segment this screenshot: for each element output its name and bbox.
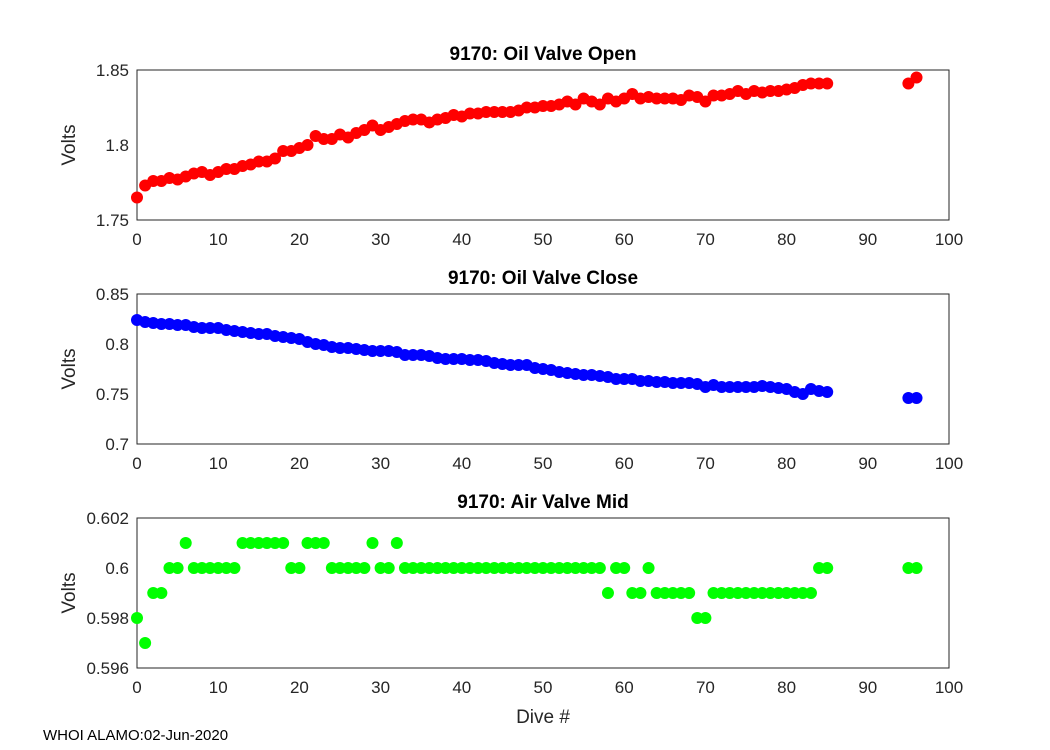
y-axis-label: Volts	[59, 348, 80, 389]
data-point	[390, 537, 403, 549]
y-tick-label: 0.75	[96, 385, 129, 404]
footer-credit: WHOI ALAMO:02-Jun-2020	[43, 727, 229, 744]
y-tick-label: 0.598	[86, 609, 129, 628]
y-tick-label: 0.85	[96, 285, 129, 304]
data-point	[821, 562, 834, 574]
x-tick-label: 70	[696, 678, 715, 697]
x-tick-label: 40	[452, 230, 471, 249]
y-tick-label: 0.602	[86, 509, 129, 528]
data-point	[293, 562, 306, 574]
data-point	[228, 562, 241, 574]
chart-title: 9170: Air Valve Mid	[457, 492, 628, 513]
y-axis-label: Volts	[59, 572, 80, 613]
data-point	[601, 587, 614, 599]
panel-air-mid: 0 10 20 30 40 50 60 70 80 90 100 0.596 0.598 0.6 0.602…	[59, 492, 963, 728]
x-tick-label: 70	[696, 454, 715, 473]
x-tick-label: 10	[209, 230, 228, 249]
x-tick-label: 80	[777, 454, 796, 473]
y-tick-label: 1.85	[96, 61, 129, 80]
data-point	[910, 71, 923, 84]
x-tick-label: 90	[858, 454, 877, 473]
data-point	[618, 562, 631, 574]
data-point	[699, 612, 712, 624]
data-point	[131, 191, 143, 204]
data-point	[366, 537, 379, 549]
x-tick-label: 90	[858, 230, 877, 249]
y-tick-label: 0.8	[105, 335, 129, 354]
y-tick-label: 1.75	[96, 211, 129, 230]
x-tick-label: 40	[452, 454, 471, 473]
data-point	[131, 612, 143, 624]
data-point	[910, 562, 923, 574]
x-tick-label: 30	[371, 454, 390, 473]
x-tick-label: 20	[290, 678, 309, 697]
data-point	[301, 139, 314, 151]
x-tick-label: 0	[132, 230, 141, 249]
data-point	[683, 587, 696, 599]
data-point	[804, 587, 817, 599]
x-tick-label: 100	[935, 230, 963, 249]
data-point	[358, 562, 371, 574]
data-point	[593, 562, 606, 574]
x-tick-label: 70	[696, 230, 715, 249]
y-tick-label: 0.6	[105, 559, 129, 578]
x-axis-label: Dive #	[516, 707, 570, 728]
x-tick-label: 50	[534, 678, 553, 697]
y-tick-label: 0.596	[86, 659, 129, 678]
data-point	[277, 537, 290, 549]
x-tick-label: 100	[935, 678, 963, 697]
data-point	[269, 152, 282, 165]
x-tick-label: 60	[615, 454, 634, 473]
x-tick-label: 100	[935, 454, 963, 473]
data-point	[139, 637, 152, 649]
data-point	[821, 386, 834, 398]
panel-oil-close: 0 10 20 30 40 50 60 70 80 90 100 0.7 0.75 0.8 0.85 9170…	[59, 268, 963, 473]
data-point	[382, 562, 395, 574]
data-point	[642, 562, 655, 574]
x-tick-label: 20	[290, 230, 309, 249]
x-tick-label: 10	[209, 678, 228, 697]
data-point	[155, 587, 168, 599]
data-point	[317, 537, 330, 549]
data-point	[634, 587, 647, 599]
data-point	[910, 392, 923, 404]
chart-title: 9170: Oil Valve Close	[448, 268, 638, 289]
y-axis-label: Volts	[59, 124, 80, 165]
x-tick-label: 90	[858, 678, 877, 697]
x-tick-label: 60	[615, 678, 634, 697]
data-point	[179, 537, 192, 549]
x-tick-label: 40	[452, 678, 471, 697]
x-tick-label: 0	[132, 454, 141, 473]
x-tick-label: 60	[615, 230, 634, 249]
x-tick-label: 0	[132, 678, 141, 697]
y-tick-label: 0.7	[105, 435, 129, 454]
x-tick-label: 50	[534, 454, 553, 473]
x-tick-label: 10	[209, 454, 228, 473]
x-tick-label: 80	[777, 230, 796, 249]
x-tick-label: 80	[777, 678, 796, 697]
data-point	[171, 562, 184, 574]
x-tick-label: 30	[371, 230, 390, 249]
x-tick-label: 20	[290, 454, 309, 473]
panel-oil-open: 0 10 20 30 40 50 60 70 80 90 100 1.75 1.8 1.85 9170: O…	[59, 44, 963, 249]
chart-title: 9170: Oil Valve Open	[450, 44, 637, 65]
x-tick-label: 50	[534, 230, 553, 249]
axes-box	[136, 69, 950, 221]
x-tick-label: 30	[371, 678, 390, 697]
y-tick-label: 1.8	[105, 136, 129, 155]
data-point	[821, 77, 834, 90]
